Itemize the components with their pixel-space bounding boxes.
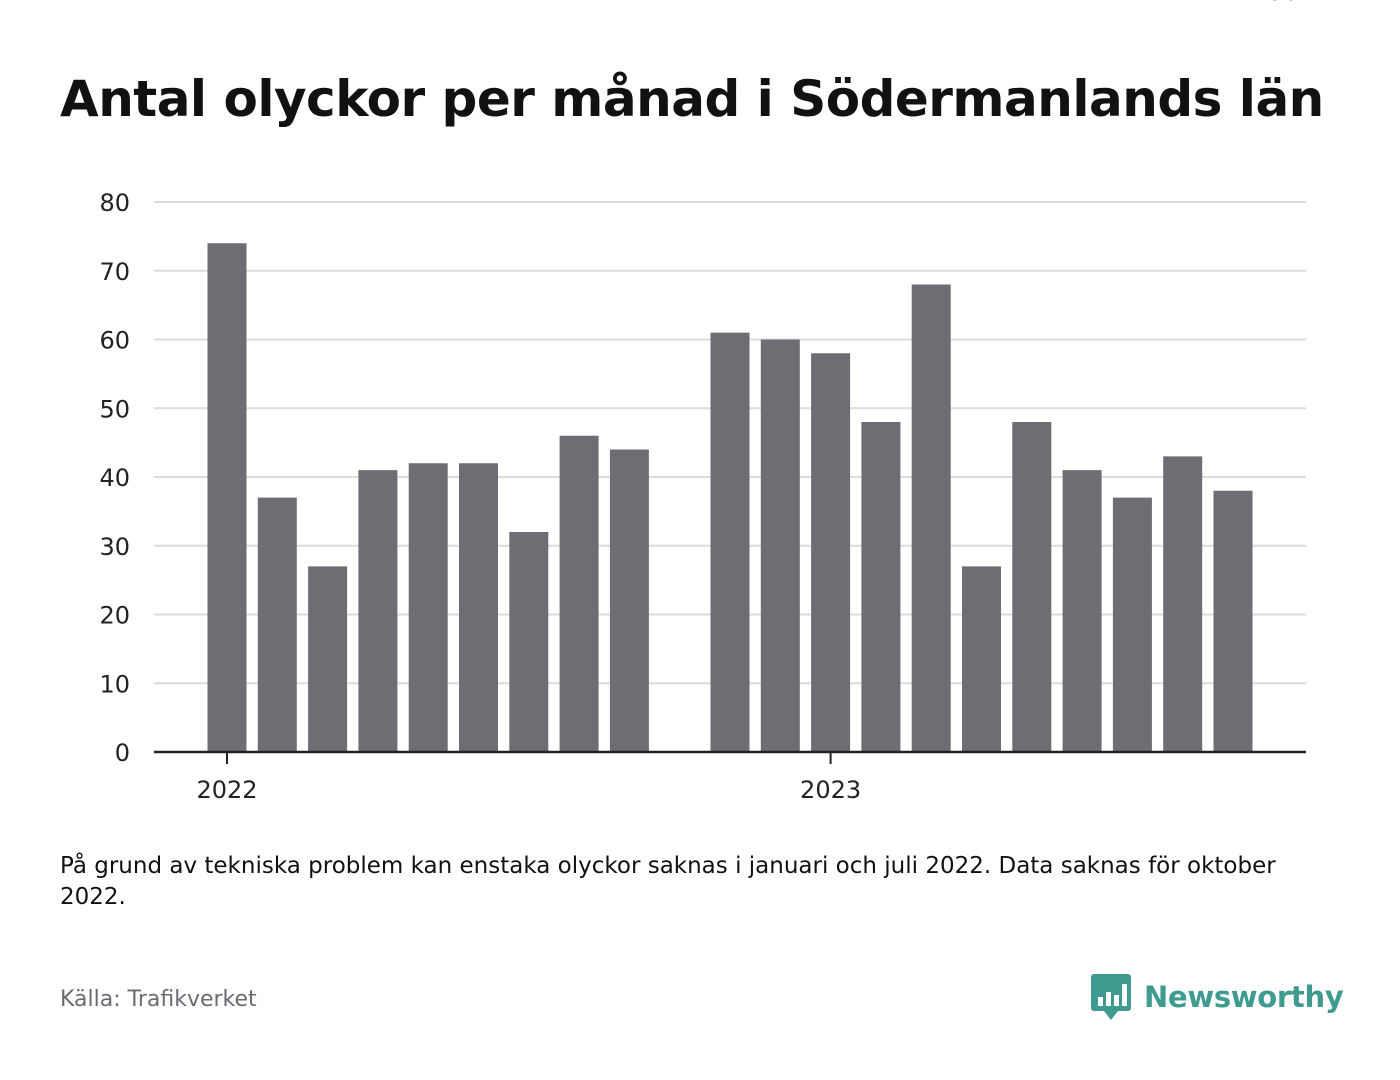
y-tick-label: 20 [99,602,130,630]
chart-title: Antal olyckor per månad i Södermanlands … [60,70,1324,128]
bar-2022-06 [459,463,498,752]
data-label: 38 [1268,0,1299,6]
y-tick-label: 60 [99,327,130,355]
bar-2022-03 [308,566,348,752]
y-tick-label: 40 [99,464,130,492]
footnote: På grund av tekniska problem kan enstaka… [60,853,1276,910]
y-tick-label: 30 [99,533,130,561]
x-axis-ticks: 2022 2023 [196,752,861,804]
y-axis-ticks: 0 10 20 30 40 50 60 70 80 [99,189,130,767]
bars [207,243,1253,752]
bar-chart-speech-bubble-icon [1091,974,1131,1020]
bar-2023-01 [811,353,851,752]
bar-2022-01 [207,243,247,752]
bar-2022-02 [257,497,297,752]
y-tick-label: 0 [115,739,130,767]
bar-2023-09 [1213,490,1253,752]
bar-2022-12 [760,339,800,752]
bar-2023-08 [1163,456,1203,752]
bar-2023-02 [861,422,901,752]
bar-2023-05 [1012,422,1052,752]
brand-logo: Newsworthy [1090,972,1344,1022]
data-labels: 38 [1268,0,1299,6]
bar-2023-03 [911,284,951,752]
source-text: Källa: Trafikverket [60,987,257,1012]
bar-2023-06 [1062,470,1102,752]
bar-2022-04 [358,470,398,752]
bar-2022-05 [408,463,448,752]
bar-2023-07 [1112,497,1152,752]
y-tick-label: 80 [99,189,130,217]
bar-2022-11 [710,332,750,752]
bar-chart: 0 10 20 30 40 50 60 70 80 2022 2023 38 [99,0,1306,804]
bar-2022-07 [509,532,549,752]
y-tick-label: 50 [99,395,130,423]
bar-2023-04 [962,566,1001,752]
x-tick-label: 2023 [800,776,861,804]
x-tick-label: 2022 [196,776,257,804]
y-tick-label: 70 [99,258,130,286]
bar-2022-08 [559,435,599,752]
bar-2022-09 [609,449,649,752]
brand-name: Newsworthy [1144,980,1344,1014]
y-tick-label: 10 [99,670,130,698]
